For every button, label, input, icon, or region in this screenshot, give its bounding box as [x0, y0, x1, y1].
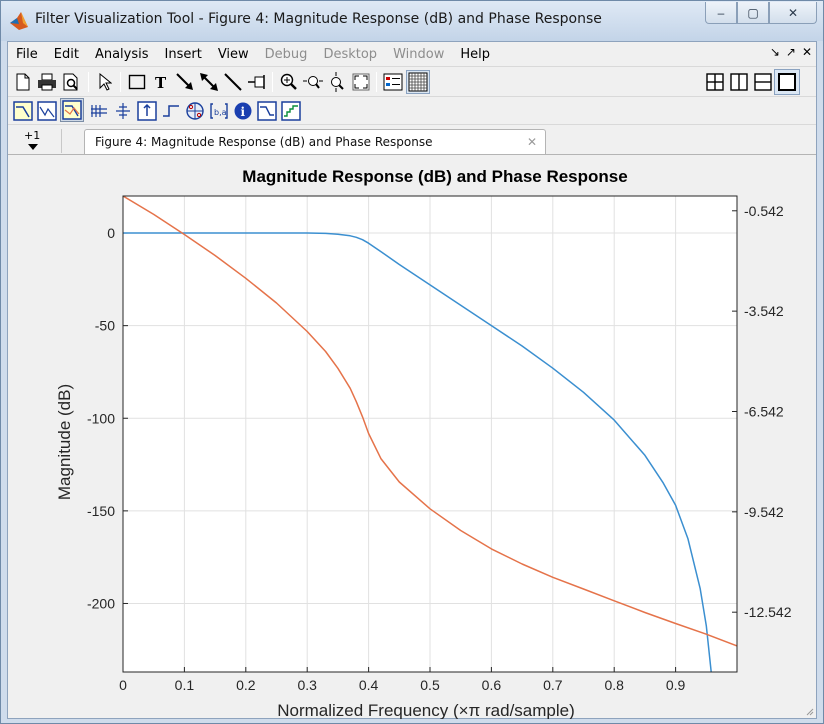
y-right-tick-label: -12.542: [744, 604, 792, 620]
grid-icon[interactable]: [406, 70, 430, 94]
y-tick-label: -50: [95, 318, 115, 334]
document-tab-bar: +1 Figure 4: Magnitude Response (dB) and…: [8, 124, 816, 155]
round-off-noise-icon[interactable]: [280, 100, 302, 122]
x-tick-label: 0.4: [359, 677, 379, 693]
phase-delay-icon[interactable]: [112, 100, 134, 122]
menu-file[interactable]: File: [16, 46, 38, 62]
x-tick-label: 0.7: [543, 677, 563, 693]
magnitude-phase-icon[interactable]: [60, 98, 84, 122]
pole-zero-icon[interactable]: [184, 100, 206, 122]
y-axis-label: Magnitude (dB): [55, 384, 74, 500]
x-axis-label: Normalized Frequency (×π rad/sample): [277, 701, 575, 719]
matlab-logo-icon: [10, 12, 28, 30]
insert-arrow-icon[interactable]: [174, 71, 196, 93]
title-bar[interactable]: Filter Visualization Tool - Figure 4: Ma…: [1, 1, 823, 41]
y-tick-label: -100: [87, 410, 115, 426]
close-icon: ✕: [787, 5, 799, 20]
x-tick-label: 0: [119, 677, 127, 693]
menu-bar: File Edit Analysis Insert View Debug Des…: [8, 42, 816, 66]
tile-rows-icon[interactable]: [752, 71, 774, 93]
x-tick-label: 0.8: [604, 677, 624, 693]
tile-columns-icon[interactable]: [728, 71, 750, 93]
menu-desktop[interactable]: Desktop: [323, 46, 378, 62]
svg-text:T: T: [155, 74, 167, 91]
phase-response-icon[interactable]: [36, 100, 58, 122]
menu-analysis[interactable]: Analysis: [94, 46, 149, 62]
y-tick-label: 0: [107, 225, 115, 241]
analysis-toolbar: b,a i: [8, 96, 816, 124]
maximize-icon: ▢: [747, 5, 759, 20]
select-arrow-icon[interactable]: [94, 71, 116, 93]
dock-icon[interactable]: ↗: [785, 45, 796, 59]
magnitude-series-line: [123, 232, 712, 672]
insert-rectangle-icon[interactable]: [126, 71, 148, 93]
magnitude-response-icon[interactable]: [12, 100, 34, 122]
close-figure-icon[interactable]: ✕: [801, 45, 812, 59]
print-icon[interactable]: [36, 71, 58, 93]
group-delay-icon[interactable]: [88, 100, 110, 122]
dock-count-label: +1: [24, 129, 41, 142]
minimize-icon: ‒: [717, 5, 725, 20]
minimize-button[interactable]: ‒: [705, 2, 737, 24]
insert-line-icon[interactable]: [222, 71, 244, 93]
menu-help[interactable]: Help: [460, 46, 490, 62]
menu-window[interactable]: Window: [393, 46, 445, 62]
svg-text:b,a: b,a: [214, 108, 227, 117]
dock-control[interactable]: +1: [14, 129, 62, 153]
x-tick-label: 0.9: [666, 677, 686, 693]
filter-info-icon[interactable]: i: [232, 100, 254, 122]
y-tick-label: -200: [87, 595, 115, 611]
tab-label: Figure 4: Magnitude Response (dB) and Ph…: [95, 135, 433, 149]
zoom-x-icon[interactable]: [302, 71, 324, 93]
step-response-icon[interactable]: [160, 100, 182, 122]
maximize-button[interactable]: ▢: [737, 2, 769, 24]
close-button[interactable]: ✕: [769, 2, 817, 24]
tab-close-icon[interactable]: ✕: [526, 135, 537, 149]
new-figure-icon[interactable]: [12, 71, 34, 93]
chart-title: Magnitude Response (dB) and Phase Respon…: [242, 167, 627, 186]
insert-double-arrow-icon[interactable]: [198, 71, 220, 93]
figure-toolbar: T: [8, 66, 816, 96]
x-tick-label: 0.2: [236, 677, 256, 693]
x-tick-label: 0.6: [482, 677, 502, 693]
zoom-y-icon[interactable]: [326, 71, 348, 93]
zoom-in-icon[interactable]: [278, 71, 300, 93]
figure-canvas: 0 0.1 0.2 0.3 0.4 0.5 0.6 0.7 0.8 0.9 0 -50 -100 -150…: [8, 154, 816, 719]
phase-series-line: [123, 196, 737, 647]
single-pane-icon[interactable]: [774, 69, 800, 95]
magnitude-estimate-icon[interactable]: [256, 100, 278, 122]
y-right-tick-label: -6.542: [744, 403, 784, 419]
resize-grip-icon[interactable]: [804, 706, 814, 716]
x-tick-label: 0.1: [175, 677, 195, 693]
chart: 0 0.1 0.2 0.3 0.4 0.5 0.6 0.7 0.8 0.9 0 -50 -100 -150…: [55, 167, 816, 719]
window-title: Filter Visualization Tool - Figure 4: Ma…: [35, 11, 602, 27]
y-right-tick-label: -0.542: [744, 203, 784, 219]
figure-container: File Edit Analysis Insert View Debug Des…: [7, 41, 817, 719]
full-view-icon[interactable]: [350, 71, 372, 93]
print-preview-icon[interactable]: [60, 71, 82, 93]
menu-debug[interactable]: Debug: [264, 46, 308, 62]
x-tick-label: 0.3: [297, 677, 317, 693]
tab-figure-4[interactable]: Figure 4: Magnitude Response (dB) and Ph…: [84, 129, 546, 155]
insert-text-icon[interactable]: T: [150, 71, 172, 93]
menu-edit[interactable]: Edit: [53, 46, 79, 62]
pin-icon[interactable]: [246, 71, 268, 93]
menu-view[interactable]: View: [217, 46, 249, 62]
y-tick-label: -150: [87, 503, 115, 519]
chevron-down-icon: [28, 144, 38, 150]
svg-text:i: i: [241, 105, 246, 119]
tile-grid-icon[interactable]: [704, 71, 726, 93]
y-right-tick-label: -3.542: [744, 303, 784, 319]
x-tick-label: 0.5: [420, 677, 440, 693]
menu-insert[interactable]: Insert: [164, 46, 202, 62]
undock-icon[interactable]: ↘: [769, 45, 780, 59]
impulse-response-icon[interactable]: [136, 100, 158, 122]
filter-coefficients-icon[interactable]: b,a: [208, 100, 230, 122]
y-right-axis-label: Phase (radians): [813, 382, 816, 502]
y-right-tick-label: -9.542: [744, 504, 784, 520]
axes-box: [122, 195, 738, 673]
legend-icon[interactable]: [382, 71, 404, 93]
